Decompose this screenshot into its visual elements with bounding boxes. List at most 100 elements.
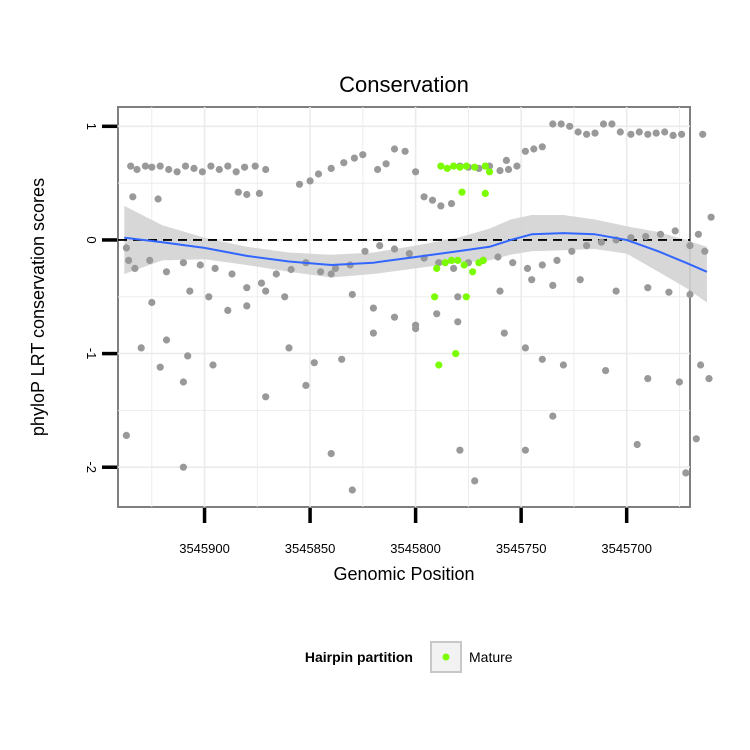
y-tick-label: 1 — [84, 123, 99, 130]
data-point — [456, 446, 464, 454]
data-point — [251, 162, 259, 170]
data-point-mature — [460, 261, 468, 269]
data-point — [295, 180, 304, 188]
data-point — [129, 193, 137, 201]
data-point — [162, 336, 171, 344]
data-point — [494, 253, 502, 261]
data-point-mature — [481, 189, 489, 197]
data-point — [232, 168, 240, 176]
data-point-mature — [433, 264, 441, 272]
data-point — [454, 293, 462, 301]
data-point — [521, 147, 530, 155]
data-points — [122, 120, 715, 494]
data-point — [243, 190, 251, 199]
data-point — [369, 304, 377, 312]
data-point-mature — [443, 164, 451, 172]
data-point — [559, 361, 568, 369]
data-point — [125, 256, 133, 264]
data-point — [538, 143, 546, 151]
data-point — [211, 264, 219, 272]
data-point — [504, 165, 513, 174]
x-tick-label: 3545900 — [179, 541, 230, 556]
x-axis: 3545900 3545850 3545800 3545750 3545700 — [179, 508, 652, 556]
data-point — [549, 281, 557, 289]
data-point — [272, 270, 280, 278]
data-point-mature — [454, 256, 462, 264]
chart-title: Conservation — [339, 72, 469, 97]
data-point — [553, 256, 561, 264]
data-point-mature — [447, 256, 456, 264]
x-tick-label: 3545750 — [496, 541, 547, 556]
data-point — [502, 156, 510, 164]
data-point — [521, 446, 530, 454]
data-point — [521, 344, 530, 352]
data-point — [538, 355, 546, 363]
data-point — [122, 431, 130, 439]
data-point — [327, 270, 335, 278]
legend-label-mature: Mature — [469, 649, 513, 665]
data-point — [627, 130, 635, 138]
data-point — [224, 162, 232, 170]
data-point — [401, 147, 409, 155]
data-point — [262, 287, 270, 295]
data-point-mature — [456, 163, 464, 171]
confidence-band — [124, 205, 707, 303]
data-point — [574, 128, 582, 136]
data-point — [705, 375, 713, 383]
data-point — [675, 378, 684, 386]
data-point — [257, 279, 266, 287]
data-point — [382, 160, 390, 168]
data-point — [310, 359, 318, 367]
data-point-mature — [485, 168, 494, 176]
data-point — [314, 170, 323, 178]
data-point — [707, 213, 715, 221]
legend-title: Hairpin partition — [305, 649, 413, 665]
data-point — [576, 276, 584, 284]
data-point — [513, 162, 521, 170]
data-point — [127, 162, 135, 170]
data-point — [635, 128, 643, 136]
data-point-mature — [435, 361, 443, 369]
data-point — [566, 122, 574, 130]
data-point — [557, 120, 565, 128]
data-point — [317, 268, 325, 276]
data-point — [141, 162, 149, 170]
x-tick-label: 3545850 — [285, 541, 336, 556]
data-point-mature — [481, 162, 489, 170]
data-point — [433, 310, 441, 318]
data-point — [165, 165, 173, 174]
data-point — [255, 189, 263, 197]
data-point-mature — [469, 268, 477, 276]
confidence-ribbon — [124, 205, 707, 303]
data-point — [699, 130, 707, 138]
data-point — [644, 284, 652, 292]
data-point — [133, 165, 141, 174]
data-point — [184, 352, 192, 360]
data-point-mature — [462, 293, 470, 301]
data-point — [509, 259, 517, 267]
data-point-mature — [471, 163, 479, 171]
data-point — [686, 290, 694, 299]
data-point — [599, 120, 608, 128]
data-point — [447, 200, 456, 208]
data-point — [390, 245, 399, 253]
data-point — [234, 188, 242, 196]
data-point — [591, 129, 599, 137]
data-point — [173, 168, 181, 176]
data-point — [549, 120, 557, 128]
legend-key-mature-icon — [442, 653, 450, 661]
data-point — [671, 227, 679, 235]
data-point — [390, 145, 399, 153]
data-point — [154, 195, 162, 203]
data-point — [412, 168, 420, 176]
data-point — [302, 381, 310, 389]
data-point — [198, 168, 206, 176]
data-point — [568, 247, 576, 255]
data-point — [500, 329, 508, 337]
data-point — [686, 242, 694, 250]
data-point — [644, 130, 652, 138]
data-point — [262, 165, 270, 174]
data-point — [306, 177, 314, 185]
y-tick-label: -1 — [84, 348, 99, 360]
data-point — [228, 270, 236, 278]
